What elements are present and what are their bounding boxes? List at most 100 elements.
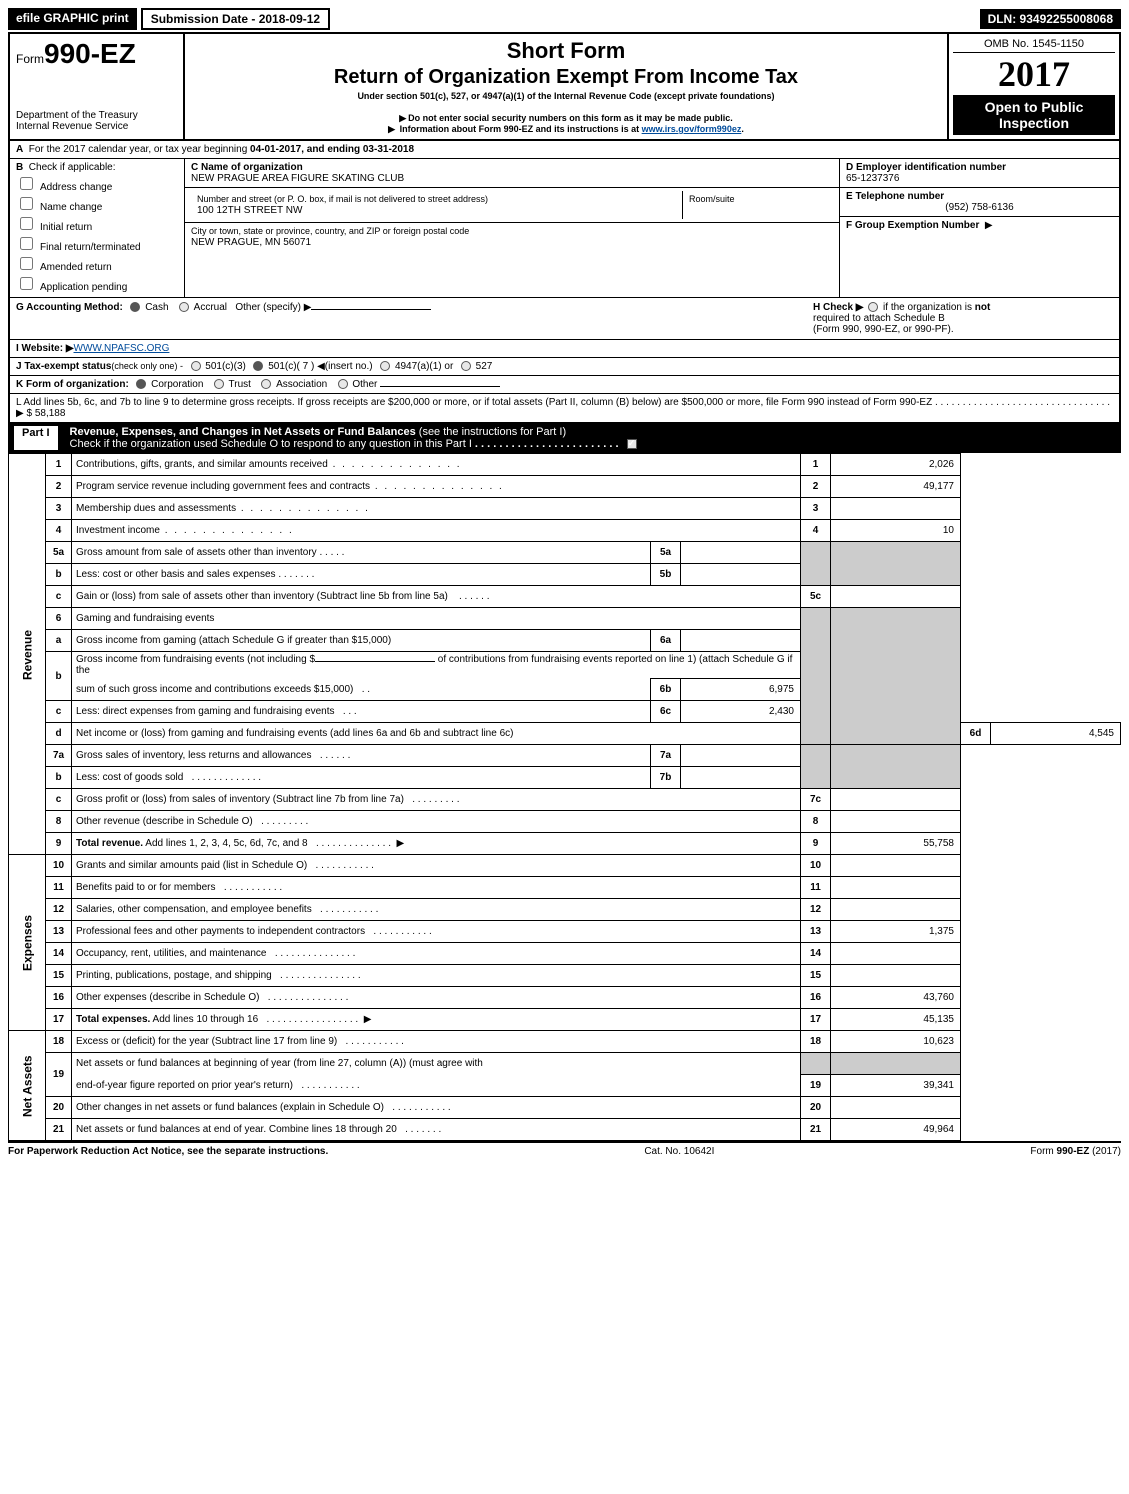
d-label: D Employer identification number — [846, 162, 1006, 173]
street-label: Number and street (or P. O. box, if mail… — [197, 194, 488, 204]
table-row: Revenue 1 Contributions, gifts, grants, … — [9, 454, 1121, 476]
g-other: Other (specify) ▶ — [235, 302, 311, 313]
amt-21: 49,964 — [831, 1119, 961, 1141]
check-address-change[interactable]: Address change — [16, 174, 178, 193]
amt-20 — [831, 1097, 961, 1119]
table-row: 3 Membership dues and assessments 3 — [9, 498, 1121, 520]
other-org-input[interactable] — [380, 386, 500, 387]
radio-h-check[interactable] — [868, 302, 878, 312]
check-schedule-o[interactable] — [627, 439, 637, 449]
top-bar: efile GRAPHIC print Submission Date - 20… — [8, 8, 1121, 30]
check-final-return[interactable]: Final return/terminated — [16, 234, 178, 253]
street-value: 100 12TH STREET NW — [197, 205, 302, 216]
other-specify-input[interactable] — [311, 309, 431, 310]
amt-2: 49,177 — [831, 476, 961, 498]
lines-table: Revenue 1 Contributions, gifts, grants, … — [8, 453, 1121, 1141]
radio-501c3[interactable] — [191, 361, 201, 371]
table-row: 2 Program service revenue including gove… — [9, 476, 1121, 498]
check-initial-return[interactable]: Initial return — [16, 214, 178, 233]
table-row: 19 Net assets or fund balances at beginn… — [9, 1053, 1121, 1075]
table-row: 14 Occupancy, rent, utilities, and maint… — [9, 943, 1121, 965]
amt-14 — [831, 943, 961, 965]
amt-9: 55,758 — [831, 833, 961, 855]
box-7a — [681, 745, 801, 767]
dept-treasury: Department of the Treasury — [16, 110, 177, 121]
h-label: H Check ▶ — [813, 302, 863, 313]
arrow-icon: ▶ — [985, 220, 993, 231]
col-B: B Check if applicable: Address change Na… — [10, 159, 185, 297]
amt-11 — [831, 877, 961, 899]
dept-irs: Internal Revenue Service — [16, 121, 177, 132]
f-label: F Group Exemption Number — [846, 220, 979, 231]
amt-5c — [831, 586, 961, 608]
table-row: end-of-year figure reported on prior yea… — [9, 1075, 1121, 1097]
amt-12 — [831, 899, 961, 921]
room-label: Room/suite — [689, 194, 735, 204]
table-row: 20 Other changes in net assets or fund b… — [9, 1097, 1121, 1119]
table-row: 21 Net assets or fund balances at end of… — [9, 1119, 1121, 1141]
part-i-header: Part I Revenue, Expenses, and Changes in… — [8, 423, 1121, 453]
form-prefix: Form — [16, 52, 44, 66]
form990ez-link[interactable]: www.irs.gov/form990ez — [642, 124, 742, 134]
footer-right: Form 990-EZ (2017) — [1030, 1146, 1121, 1157]
box-6a — [681, 630, 801, 652]
warning-ssn: Do not enter social security numbers on … — [189, 113, 943, 124]
row-I: I Website: ▶WWW.NPAFSC.ORG — [10, 339, 1119, 357]
amt-6d: 4,545 — [991, 723, 1121, 745]
table-row: 8 Other revenue (describe in Schedule O)… — [9, 811, 1121, 833]
net-assets-section-label: Net Assets — [9, 1031, 46, 1141]
radio-trust[interactable] — [214, 379, 224, 389]
col-DEF: D Employer identification number 65-1237… — [839, 159, 1119, 297]
website-link[interactable]: WWW.NPAFSC.ORG — [74, 343, 170, 354]
check-amended-return[interactable]: Amended return — [16, 254, 178, 273]
radio-assoc[interactable] — [261, 379, 271, 389]
table-row: Expenses 10 Grants and similar amounts p… — [9, 855, 1121, 877]
efile-print-button[interactable]: efile GRAPHIC print — [8, 8, 137, 30]
table-row: 11 Benefits paid to or for members . . .… — [9, 877, 1121, 899]
table-row: 4 Investment income 4 10 — [9, 520, 1121, 542]
table-row: 12 Salaries, other compensation, and emp… — [9, 899, 1121, 921]
box-5a — [681, 542, 801, 564]
amt-17: 45,135 — [831, 1009, 961, 1031]
h-req: required to attach Schedule B — [813, 313, 945, 324]
row-J: J Tax-exempt status(check only one) - 50… — [10, 357, 1119, 375]
radio-527[interactable] — [461, 361, 471, 371]
short-form-title: Short Form — [189, 38, 943, 64]
box-5b — [681, 564, 801, 586]
radio-accrual[interactable] — [179, 302, 189, 312]
form-number: Form990-EZ — [16, 38, 177, 70]
fundraising-amount-input[interactable] — [315, 661, 435, 662]
submission-date-label: Submission Date - 2018-09-12 — [141, 8, 330, 30]
table-row: 6 Gaming and fundraising events — [9, 608, 1121, 630]
table-row: c Gross profit or (loss) from sales of i… — [9, 789, 1121, 811]
check-name-change[interactable]: Name change — [16, 194, 178, 213]
amt-19: 39,341 — [831, 1075, 961, 1097]
box-6c: 2,430 — [681, 701, 801, 723]
check-application-pending[interactable]: Application pending — [16, 274, 178, 293]
table-row: Net Assets 18 Excess or (deficit) for th… — [9, 1031, 1121, 1053]
table-row: 13 Professional fees and other payments … — [9, 921, 1121, 943]
ein-value: 65-1237376 — [846, 173, 899, 184]
radio-corp[interactable] — [136, 379, 146, 389]
amt-4: 10 — [831, 520, 961, 542]
org-name: NEW PRAGUE AREA FIGURE SKATING CLUB — [191, 173, 404, 184]
row-K: K Form of organization: Corporation Trus… — [10, 375, 1119, 393]
radio-other-org[interactable] — [338, 379, 348, 389]
row-G-H: G Accounting Method: Cash Accrual Other … — [10, 297, 1119, 339]
subtitle: Under section 501(c), 527, or 4947(a)(1)… — [189, 91, 943, 101]
e-label: E Telephone number — [846, 191, 944, 202]
radio-501c[interactable] — [253, 361, 263, 371]
row-L: L Add lines 5b, 6c, and 7b to line 9 to … — [10, 393, 1119, 422]
c-label: C Name of organization — [191, 162, 303, 173]
box-7b — [681, 767, 801, 789]
table-row: 7a Gross sales of inventory, less return… — [9, 745, 1121, 767]
phone-value: (952) 758-6136 — [846, 202, 1113, 213]
page-footer: For Paperwork Reduction Act Notice, see … — [8, 1141, 1121, 1160]
radio-cash[interactable] — [130, 302, 140, 312]
tax-year: 2017 — [953, 53, 1115, 95]
info-link-line: Information about Form 990-EZ and its in… — [189, 124, 943, 135]
table-row: 17 Total expenses. Add lines 10 through … — [9, 1009, 1121, 1031]
table-row: 15 Printing, publications, postage, and … — [9, 965, 1121, 987]
radio-4947[interactable] — [380, 361, 390, 371]
col-C: C Name of organization NEW PRAGUE AREA F… — [185, 159, 839, 297]
